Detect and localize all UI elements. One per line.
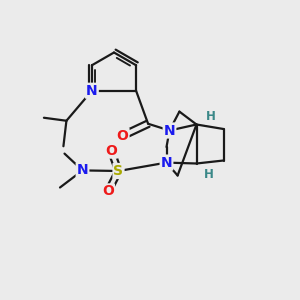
Text: H: H — [204, 168, 214, 182]
Text: O: O — [117, 129, 128, 143]
Text: H: H — [206, 110, 216, 124]
Text: O: O — [102, 184, 114, 198]
Text: N: N — [161, 156, 172, 170]
Text: S: S — [113, 164, 124, 178]
Text: O: O — [105, 144, 117, 158]
Text: N: N — [86, 84, 98, 98]
Text: N: N — [164, 124, 175, 137]
Text: N: N — [77, 164, 88, 177]
